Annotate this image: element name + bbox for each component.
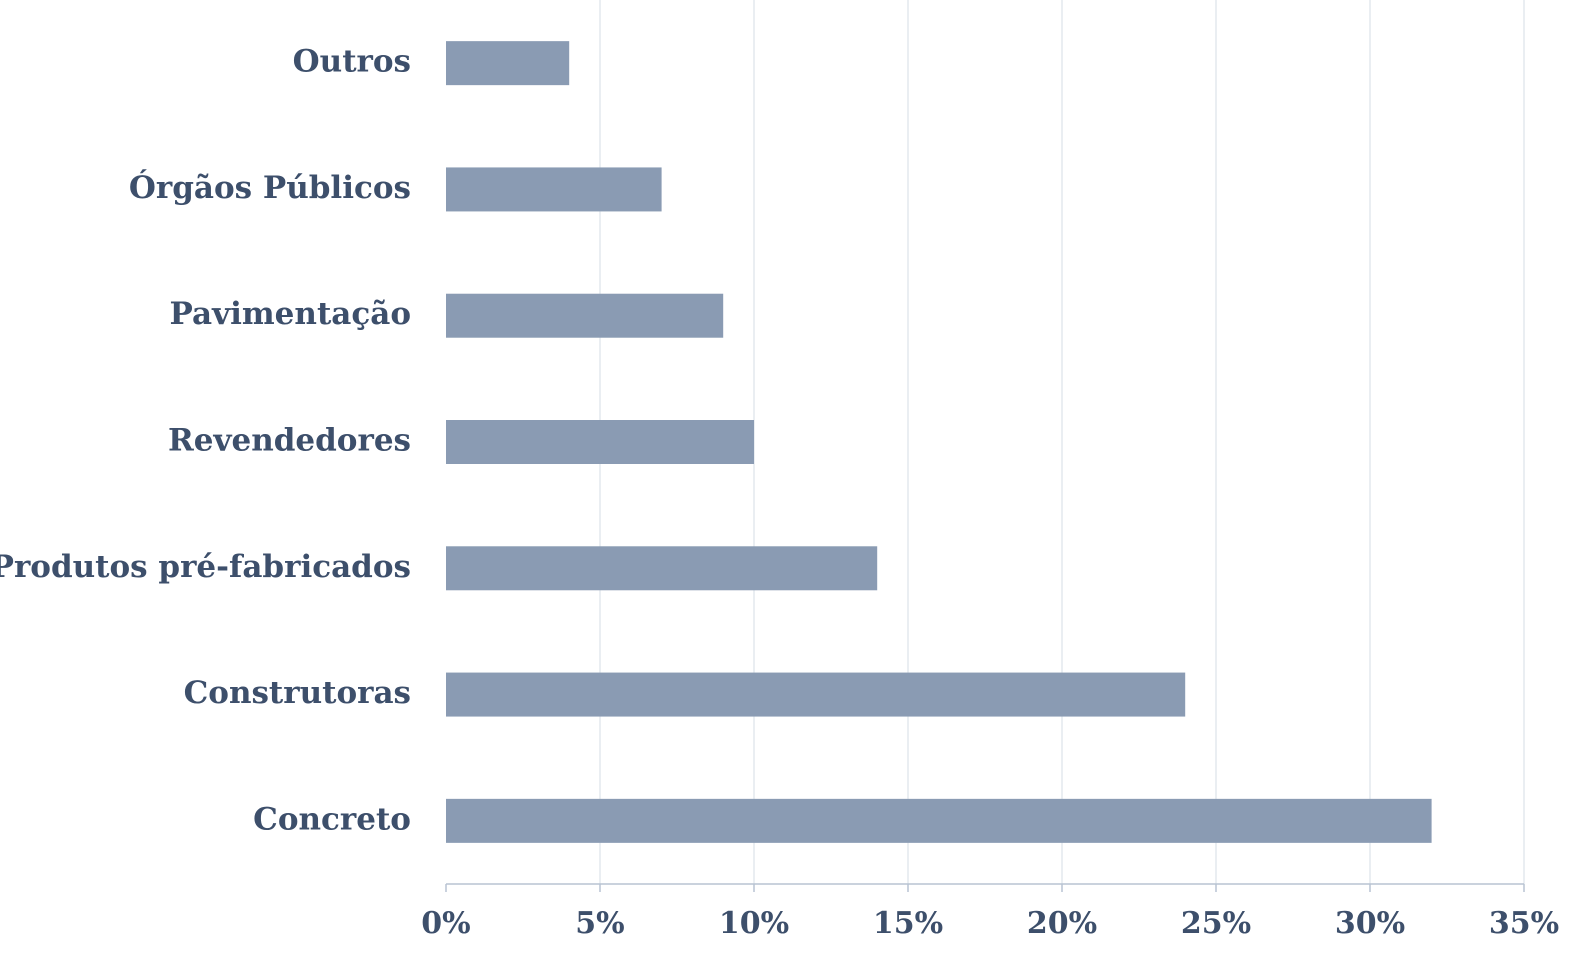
- x-tick-label: 5%: [575, 906, 624, 941]
- y-tick-label: Concreto: [253, 801, 411, 837]
- bar: [446, 546, 878, 591]
- y-tick-label: Outros: [293, 44, 411, 80]
- bar: [446, 167, 662, 212]
- x-tick-label: 30%: [1335, 906, 1405, 941]
- x-tick-label: 35%: [1489, 906, 1559, 941]
- y-tick-label: Órgãos Públicos: [129, 168, 411, 206]
- y-tick-label: Pavimentação: [170, 296, 411, 332]
- bar: [446, 293, 724, 338]
- x-tick-label: 25%: [1181, 906, 1251, 941]
- bar: [446, 798, 1432, 843]
- x-tick-label: 20%: [1027, 906, 1097, 941]
- x-tick-label: 10%: [719, 906, 789, 941]
- x-tick-label: 0%: [421, 906, 470, 941]
- y-tick-label: Construtoras: [184, 675, 411, 711]
- x-tick-label: 15%: [873, 906, 943, 941]
- bar: [446, 672, 1186, 717]
- y-tick-label: Produtos pré-fabricados: [0, 549, 411, 585]
- bar: [446, 41, 570, 86]
- y-tick-label: Revendedores: [168, 423, 411, 459]
- bar: [446, 420, 754, 464]
